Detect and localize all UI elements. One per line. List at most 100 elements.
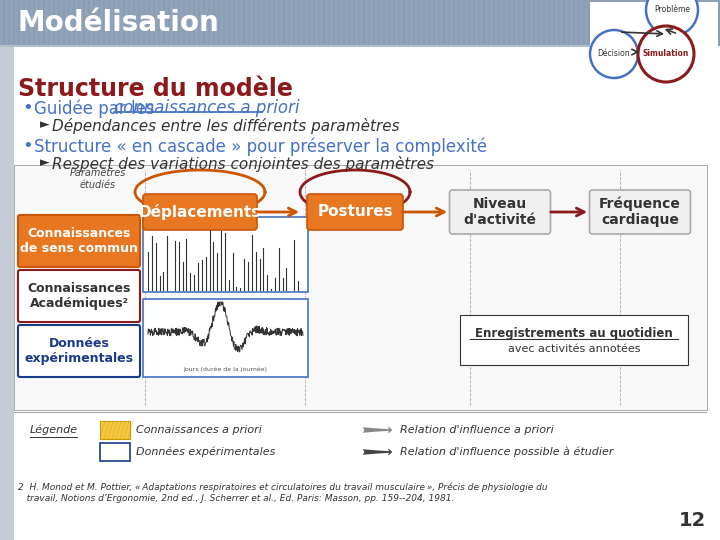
Bar	[445, 0, 448, 46]
Bar	[475, 0, 477, 46]
Text: Postures: Postures	[318, 205, 393, 219]
Bar	[685, 0, 688, 46]
Circle shape	[590, 30, 638, 78]
Bar	[150, 0, 153, 46]
Bar	[0, 46, 14, 540]
Bar	[670, 0, 672, 46]
Bar	[355, 0, 358, 46]
Bar	[495, 0, 498, 46]
Bar	[610, 0, 613, 46]
Bar	[585, 0, 588, 46]
Bar	[105, 0, 107, 46]
Bar	[260, 0, 263, 46]
Bar	[60, 0, 63, 46]
Bar	[420, 0, 423, 46]
Bar	[230, 0, 233, 46]
Bar	[595, 0, 598, 46]
Bar	[110, 0, 112, 46]
Bar	[295, 0, 297, 46]
Bar	[275, 0, 277, 46]
Bar	[615, 0, 618, 46]
Bar	[65, 0, 68, 46]
Bar	[455, 0, 457, 46]
Bar	[645, 0, 647, 46]
Bar	[525, 0, 528, 46]
Bar	[680, 0, 683, 46]
FancyBboxPatch shape	[590, 190, 690, 234]
Bar	[340, 0, 343, 46]
Bar	[300, 0, 302, 46]
Text: Structure « en cascade » pour préserver la complexité: Structure « en cascade » pour préserver …	[34, 137, 487, 156]
Bar	[410, 0, 413, 46]
Bar	[505, 0, 508, 46]
FancyBboxPatch shape	[307, 194, 403, 230]
Bar	[380, 0, 382, 46]
Text: Déplacements: Déplacements	[139, 204, 261, 220]
Text: Fréquence
cardiaque: Fréquence cardiaque	[599, 197, 681, 227]
Bar	[385, 0, 387, 46]
Bar	[280, 0, 282, 46]
Bar	[575, 0, 577, 46]
Bar	[165, 0, 168, 46]
Bar	[285, 0, 287, 46]
Bar	[175, 0, 178, 46]
Bar	[35, 0, 37, 46]
Bar	[555, 0, 557, 46]
Text: Données expérimentales: Données expérimentales	[136, 447, 275, 457]
Bar	[545, 0, 547, 46]
Bar	[600, 0, 603, 46]
Bar	[435, 0, 438, 46]
Text: Niveau
d'activité: Niveau d'activité	[464, 197, 536, 227]
Bar	[345, 0, 348, 46]
Bar	[485, 0, 487, 46]
Bar	[143, 217, 308, 292]
Bar	[710, 0, 713, 46]
Bar	[655, 0, 657, 46]
Bar	[30, 0, 32, 46]
Bar	[690, 0, 693, 46]
Bar	[520, 0, 523, 46]
Bar	[640, 0, 642, 46]
Bar	[590, 2, 718, 70]
Bar	[350, 0, 353, 46]
Bar	[400, 0, 402, 46]
Bar	[210, 0, 212, 46]
Bar	[315, 0, 318, 46]
Bar	[290, 0, 292, 46]
Bar	[180, 0, 182, 46]
Bar	[580, 0, 582, 46]
Bar	[560, 0, 562, 46]
Text: Problème: Problème	[654, 5, 690, 15]
Text: Jours (durée de la journée): Jours (durée de la journée)	[184, 367, 268, 372]
Bar	[10, 0, 12, 46]
Bar	[225, 0, 228, 46]
Text: Connaissances a priori: Connaissances a priori	[136, 425, 262, 435]
Text: Connaissances
Académiques²: Connaissances Académiques²	[27, 282, 131, 310]
Bar	[500, 0, 503, 46]
Bar	[170, 0, 173, 46]
Bar	[195, 0, 197, 46]
Bar	[100, 421, 130, 439]
Bar	[605, 0, 608, 46]
Bar	[665, 0, 667, 46]
Bar	[430, 0, 433, 46]
Bar	[590, 0, 593, 46]
Text: Paramètres
étudiés: Paramètres étudiés	[70, 168, 126, 190]
Bar	[85, 0, 88, 46]
FancyBboxPatch shape	[143, 194, 257, 230]
Bar	[395, 0, 397, 46]
FancyBboxPatch shape	[18, 325, 140, 377]
Bar	[95, 0, 97, 46]
Bar	[190, 0, 192, 46]
Bar	[470, 0, 472, 46]
Bar	[40, 0, 42, 46]
Bar	[235, 0, 238, 46]
Text: Structure du modèle: Structure du modèle	[18, 77, 293, 101]
Bar	[120, 0, 122, 46]
Bar	[220, 0, 222, 46]
Bar	[130, 0, 132, 46]
Bar	[565, 0, 567, 46]
FancyBboxPatch shape	[18, 215, 140, 267]
Circle shape	[646, 0, 698, 36]
Bar	[660, 0, 662, 46]
